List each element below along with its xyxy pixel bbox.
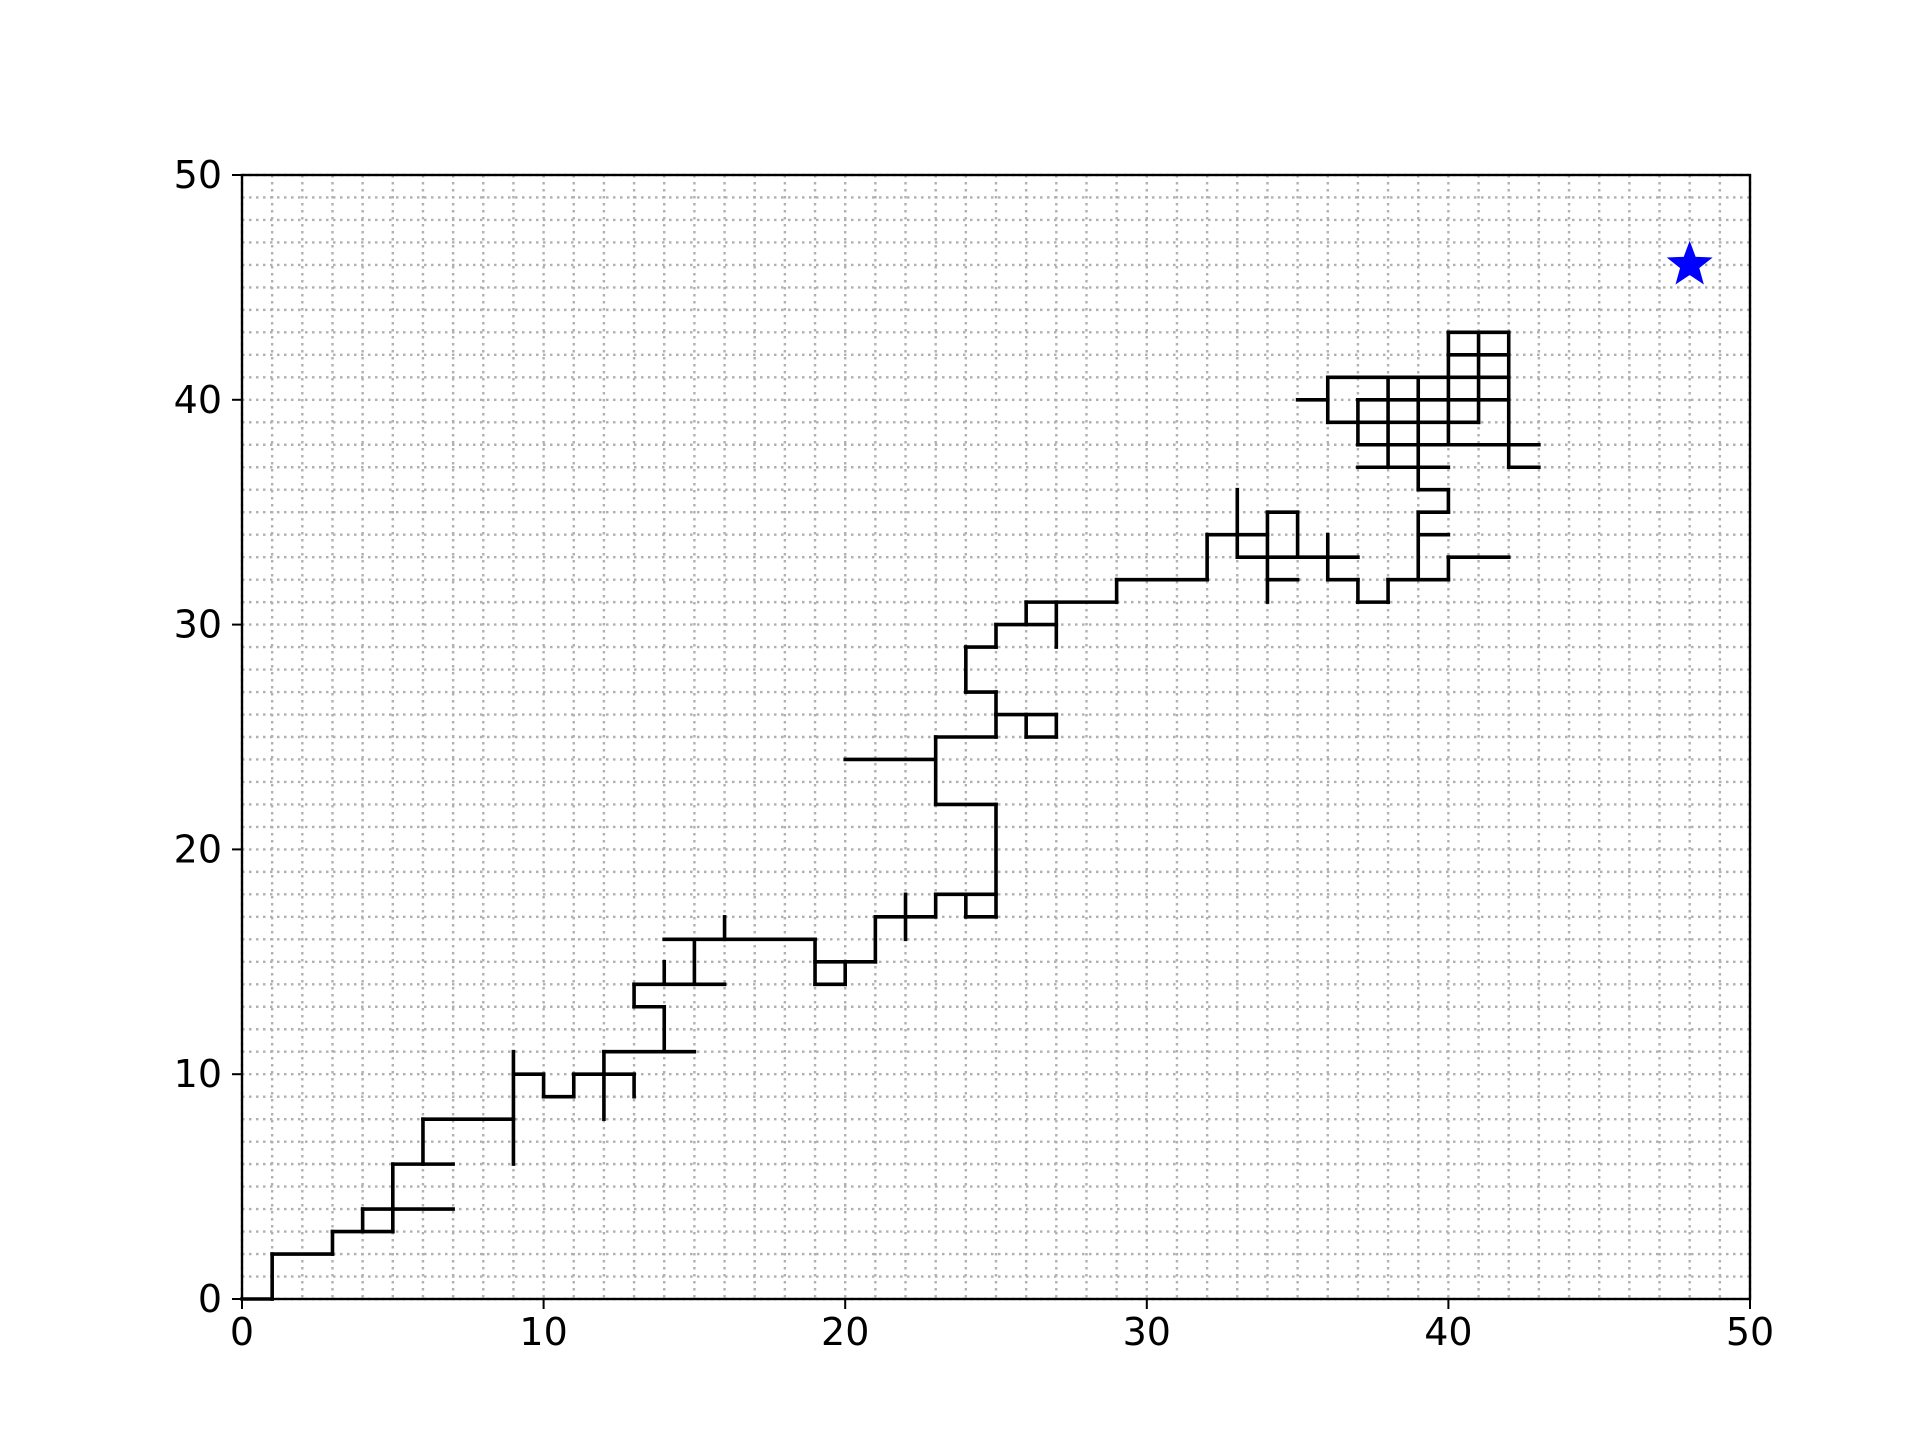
x-tick-label: 0 (230, 1310, 254, 1354)
plot-frame (240, 173, 1752, 1301)
star-marker (1666, 240, 1713, 285)
y-tick-label: 40 (174, 378, 222, 422)
y-tick-label: 50 (174, 153, 222, 197)
path-layer (240, 330, 1541, 1301)
axis-layer: 0 10 20 30 40 50 0 10 20 30 40 50 (174, 153, 1775, 1354)
y-tick-label: 20 (174, 827, 222, 871)
grid-layer (240, 173, 1752, 1301)
x-tick-label: 40 (1424, 1310, 1472, 1354)
x-tick-label: 50 (1726, 1310, 1774, 1354)
y-tick-label: 10 (174, 1052, 222, 1096)
y-tick-label: 30 (174, 603, 222, 647)
marker-layer (1666, 240, 1713, 285)
x-tick-label: 20 (821, 1310, 869, 1354)
x-tick-label: 10 (519, 1310, 567, 1354)
y-tick-label: 0 (198, 1277, 222, 1321)
x-tick-label: 30 (1123, 1310, 1171, 1354)
